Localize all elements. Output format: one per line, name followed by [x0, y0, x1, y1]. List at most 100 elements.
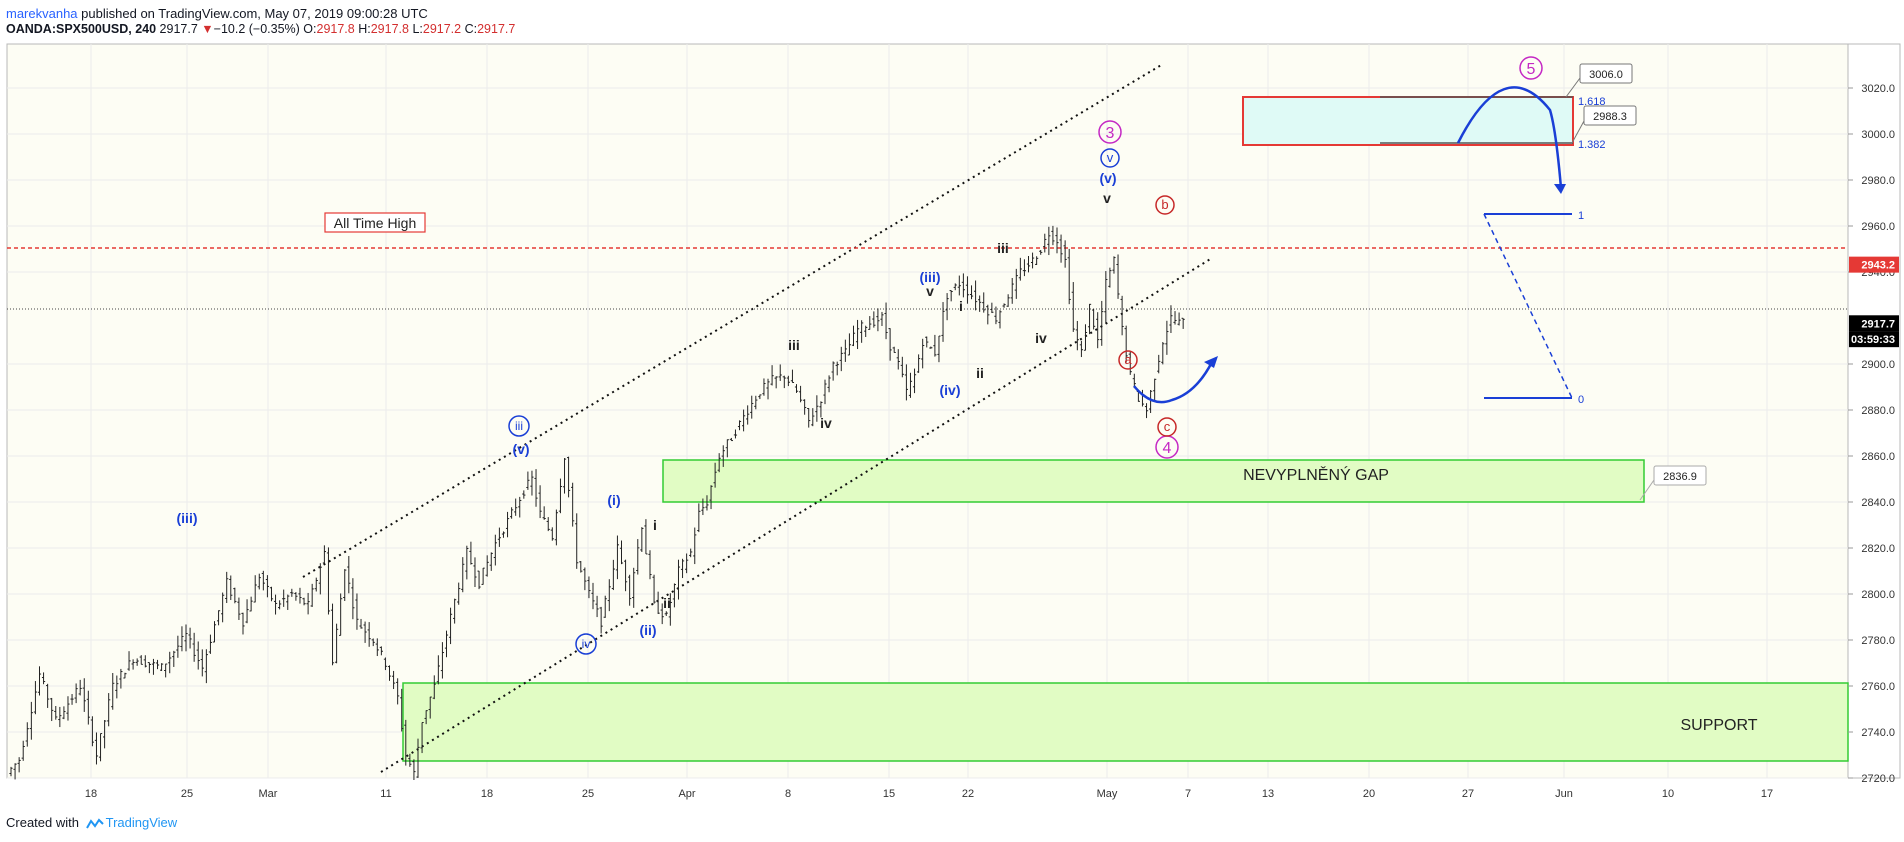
wave-iii-circle-label: iii — [515, 419, 523, 433]
wave-labels: 5 3 4 b a c v iii iv (v) (v) (iii) (iii)… — [177, 56, 1543, 655]
wave-i-paren: (i) — [607, 492, 620, 508]
target-zone — [1242, 96, 1574, 146]
wave-v-paren-left: (v) — [512, 441, 529, 457]
wave-iii-minor-2: iii — [788, 337, 800, 353]
wave-a-circle — [1118, 350, 1138, 370]
y-tick-label: 2740.0 — [1861, 727, 1895, 739]
gap-price-value: 2836.9 — [1663, 471, 1697, 483]
price-marker-label: 2917.7 — [1861, 318, 1895, 330]
high-label: H: — [358, 22, 371, 36]
target-upper-pointer — [1565, 77, 1581, 98]
ath-label: All Time High — [334, 215, 416, 231]
target-upper-box — [1579, 63, 1633, 84]
price-marker-label: 2943.2 — [1861, 260, 1895, 272]
x-tick-label: 10 — [1662, 788, 1674, 800]
x-tick-label: 11 — [380, 788, 391, 800]
wave-iii-paren-left: (iii) — [177, 510, 198, 526]
wave-v-circle — [1100, 148, 1120, 168]
wave-5-circle — [1519, 56, 1543, 80]
wave-iv-paren: (iv) — [940, 382, 961, 398]
wave-3-circle — [1098, 120, 1122, 144]
support-zone — [402, 682, 1849, 762]
target-lower-pointer — [1571, 120, 1585, 144]
price-change: −10.2 (−0.35%) — [213, 22, 300, 36]
wave-iv-minor: iv — [1035, 330, 1047, 346]
wave-iv-circle-label: iv — [582, 637, 591, 651]
wave-v-paren-top: (v) — [1099, 170, 1116, 186]
created-with-text: Created with — [6, 815, 79, 830]
fib-1-label: 1 — [1578, 210, 1584, 222]
x-tick-label: Apr — [678, 788, 695, 800]
wave-i-minor: i — [959, 298, 963, 314]
wave-4-label: 4 — [1163, 440, 1172, 457]
x-tick-label: 25 — [181, 788, 193, 800]
author-link[interactable]: marekvanha — [6, 6, 78, 21]
price-markers: 2943.2 2917.7 03:59:33 — [1849, 256, 1899, 348]
wave-3-label: 3 — [1106, 125, 1115, 142]
y-tick-label: 3020.0 — [1861, 83, 1895, 95]
wave-iii-paren: (iii) — [920, 269, 941, 285]
wave-v-minor: v — [1103, 190, 1111, 206]
x-grid — [90, 44, 1768, 778]
wave-a-label: a — [1124, 352, 1132, 367]
x-tick-label: Jun — [1555, 788, 1573, 800]
wave5-projection-curve — [1456, 86, 1563, 189]
y-grid — [7, 87, 1848, 779]
wave-iii-minor: iii — [997, 240, 1009, 256]
price-marker — [1849, 331, 1899, 348]
channel-lower-line — [380, 257, 1213, 773]
x-tick-label: 27 — [1462, 788, 1474, 800]
wave-iv-minor-2: iv — [820, 415, 832, 431]
x-axis-labels: 18 25 Mar 11 18 25 Apr 8 15 22 May 7 13 20 27 Jun 10 17 — [85, 788, 1773, 800]
tradingview-logo-icon — [85, 818, 104, 829]
wave-c-label: c — [1164, 419, 1171, 434]
x-tick-label: 18 — [481, 788, 493, 800]
low-label: L: — [412, 22, 423, 36]
down-arrow-icon: ▼ — [201, 22, 214, 36]
fib-diagonal — [1483, 213, 1573, 399]
y-tick-label: 2800.0 — [1861, 589, 1895, 601]
wave-ii-minor: ii — [976, 365, 984, 381]
symbol-name: OANDA:SPX500USD, 240 — [6, 22, 157, 36]
x-tick-label: 8 — [785, 788, 791, 800]
support-label: SUPPORT — [1680, 717, 1757, 734]
x-tick-label: 15 — [883, 788, 895, 800]
x-tick-label: 20 — [1363, 788, 1375, 800]
target-upper-value: 3006.0 — [1589, 69, 1623, 81]
x-tick-label: Mar — [259, 788, 278, 800]
ath-label-box — [324, 212, 426, 233]
y-tick-label: 2780.0 — [1861, 635, 1895, 647]
y-tick-label: 2980.0 — [1861, 175, 1895, 187]
symbol-info: OANDA:SPX500USD, 240 2917.7 ▼−10.2 (−0.3… — [6, 22, 515, 36]
arrow-up-icon — [1204, 356, 1218, 368]
high-value: 2917.8 — [370, 22, 409, 36]
gap-zone — [662, 459, 1645, 503]
y-tick-label: 2840.0 — [1861, 497, 1895, 509]
x-tick-label: 13 — [1262, 788, 1274, 800]
target-lower-box — [1583, 105, 1637, 126]
price-axis[interactable] — [1847, 43, 1901, 779]
published-text: published on TradingView.com, May 07, 20… — [81, 6, 428, 21]
y-tick-label: 2720.0 — [1861, 773, 1895, 785]
y-tick-label: 2860.0 — [1861, 451, 1895, 463]
wave-ii-minor-2: ii — [663, 595, 671, 611]
open-label: O: — [303, 22, 317, 36]
x-tick-label: 7 — [1185, 788, 1191, 800]
wave-b-circle — [1155, 195, 1175, 215]
close-label: C: — [464, 22, 478, 36]
candles — [9, 225, 1185, 780]
y-tick-label: 2880.0 — [1861, 405, 1895, 417]
publish-info: marekvanha published on TradingView.com,… — [6, 6, 428, 21]
wave-v-minor-2: v — [926, 283, 934, 299]
arrow-down-icon — [1554, 184, 1566, 194]
y-tick-label: 2960.0 — [1861, 221, 1895, 233]
wave-5-label: 5 — [1527, 61, 1536, 78]
y-tick-label: 2900.0 — [1861, 359, 1895, 371]
wave-i-minor-2: i — [653, 517, 657, 533]
x-tick-label: 22 — [962, 788, 974, 800]
open-value: 2917.8 — [316, 22, 355, 36]
wave4-recovery-curve — [1133, 361, 1214, 404]
tradingview-link[interactable]: TradingView — [105, 815, 178, 830]
gap-label: NEVYPLNĚNÝ GAP — [1243, 465, 1389, 484]
